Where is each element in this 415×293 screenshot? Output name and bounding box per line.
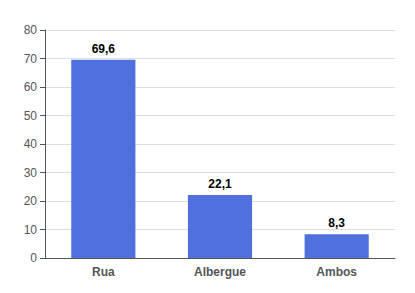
svg-text:50: 50 <box>24 109 38 123</box>
svg-text:22,1: 22,1 <box>208 177 232 191</box>
svg-text:8,3: 8,3 <box>328 216 345 230</box>
svg-text:70: 70 <box>24 52 38 66</box>
svg-text:80: 80 <box>24 23 38 37</box>
svg-text:10: 10 <box>24 223 38 237</box>
svg-text:30: 30 <box>24 166 38 180</box>
svg-text:Albergue: Albergue <box>194 265 246 279</box>
svg-text:40: 40 <box>24 137 38 151</box>
svg-text:69,6: 69,6 <box>92 42 116 56</box>
svg-text:20: 20 <box>24 194 38 208</box>
svg-text:0: 0 <box>30 251 37 265</box>
svg-text:60: 60 <box>24 80 38 94</box>
svg-text:Ambos: Ambos <box>316 265 357 279</box>
svg-text:Rua: Rua <box>92 265 115 279</box>
